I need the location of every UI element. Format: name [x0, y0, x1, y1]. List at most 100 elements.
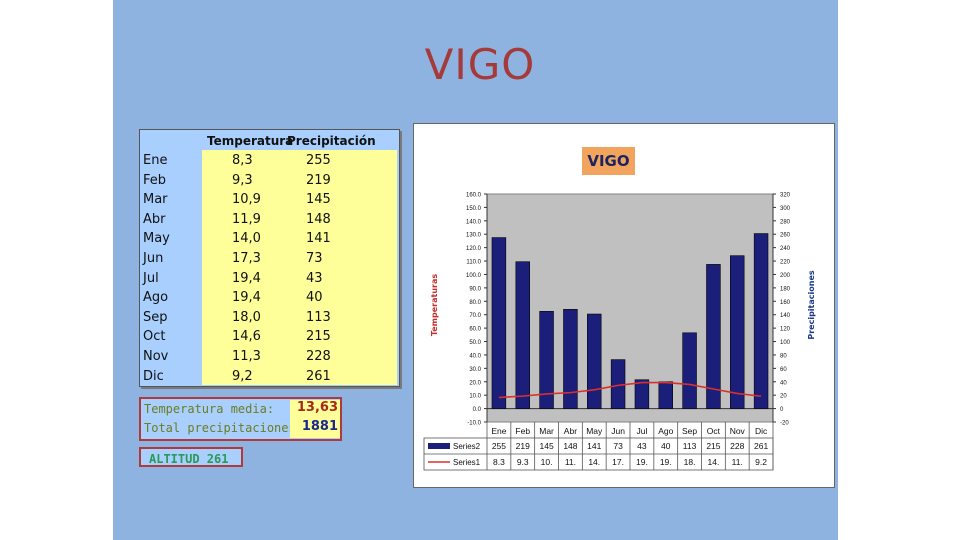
left-tick-label: 120.0	[466, 246, 482, 252]
left-tick-label: 70.0	[469, 313, 481, 319]
total-precip-value: 1881	[290, 419, 340, 438]
table-row: Mar 10,9 145	[140, 191, 397, 211]
x-tick-label: Oct	[707, 426, 721, 436]
table-row: Feb 9,3 219	[140, 172, 397, 192]
data-label-series2: 228	[730, 441, 744, 451]
x-tick-label: Abr	[564, 426, 577, 436]
data-label-series1: 9.2	[755, 457, 767, 467]
month-cell: Ago	[143, 290, 169, 306]
precip-cell: 228	[306, 349, 331, 364]
precip-cell: 261	[306, 368, 331, 384]
left-tick-label: 110.0	[466, 260, 481, 266]
precip-cell: 43	[306, 270, 323, 286]
table-row: Ago 19,4 40	[140, 289, 397, 309]
month-cell: Dic	[143, 368, 164, 384]
left-tick-label: 150.0	[466, 206, 482, 212]
x-tick-label: Ago	[658, 426, 673, 436]
x-tick-label: Ene	[491, 426, 506, 436]
bar	[682, 332, 697, 409]
data-label-series1: 8.3	[493, 457, 505, 467]
x-tick-label: Dic	[755, 426, 768, 436]
temp-cell: 11,3	[232, 349, 261, 364]
right-tick-label: 200	[780, 273, 791, 279]
data-label-series1: 10.	[541, 457, 553, 467]
x-tick-label: Mar	[539, 426, 554, 436]
chart-canvas: 160.0 150.0 140.0 130.0 120.0 110.0 100.0 90.0 8…	[423, 193, 816, 471]
month-cell: Sep	[143, 309, 168, 325]
data-label-series2: 215	[706, 441, 720, 451]
chart-title: VIGO	[582, 147, 635, 175]
right-tick-label: 180	[780, 286, 791, 292]
precip-cell: 141	[306, 231, 331, 247]
right-tick-label: 60	[780, 367, 787, 373]
table-row: Jun 17,3 73	[140, 250, 397, 270]
header-temperatura: Temperatura	[207, 134, 294, 148]
table-row: Dic 9,2 261	[140, 368, 397, 388]
month-cell: Jun	[143, 251, 164, 266]
table-row: Ene 8,3 255	[140, 152, 397, 172]
bar	[753, 233, 769, 409]
x-tick-label: Sep	[682, 426, 697, 436]
temp-cell: 9,3	[232, 172, 253, 188]
precip-cell: 255	[306, 153, 331, 168]
temp-cell: 18,0	[232, 309, 261, 325]
temp-cell: 11,9	[232, 211, 261, 227]
header-precipitacion: Precipitación	[287, 134, 376, 148]
data-label-series2: 43	[637, 441, 647, 451]
bar	[515, 261, 530, 409]
month-cell: Ene	[143, 153, 168, 168]
page-title: VIGO	[424, 40, 536, 89]
right-tick-label: 140	[780, 313, 791, 319]
bar	[706, 264, 721, 409]
left-tick-label: 90.0	[469, 286, 481, 292]
data-label-series1: 11.	[732, 457, 743, 467]
data-label-series1: 19.	[660, 457, 672, 467]
table-row: Abr 11,9 148	[140, 211, 397, 231]
data-label-series2: 73	[613, 441, 623, 451]
bar	[634, 379, 650, 409]
left-tick-label: 0.0	[473, 407, 482, 413]
month-cell: Mar	[143, 192, 168, 208]
data-label-series1: 18.	[684, 457, 696, 467]
temp-cell: 14,0	[232, 231, 261, 247]
bar	[539, 311, 554, 409]
data-label-series2: 148	[563, 441, 577, 451]
precip-cell: 215	[306, 329, 331, 345]
climate-chart: 160.0 150.0 140.0 130.0 120.0 110.0 100.0 90.0 8…	[413, 123, 835, 488]
data-table: Temperatura Precipitación Ene 8,3 255 Feb 9,…	[139, 129, 400, 387]
left-tick-label: 30.0	[469, 367, 481, 373]
left-tick-label: 130.0	[466, 233, 482, 239]
data-label-series2: 145	[539, 441, 553, 451]
legend-label-series1: Series1	[453, 458, 481, 467]
temp-cell: 19,4	[232, 270, 261, 286]
data-label-series2: 40	[661, 441, 671, 451]
data-label-series1: 14.	[708, 457, 720, 467]
data-label-series1: 11.	[565, 457, 576, 467]
right-tick-label: -20	[780, 421, 789, 427]
precip-cell: 113	[306, 309, 331, 325]
left-tick-label: 160.0	[466, 193, 482, 199]
temp-cell: 14,6	[232, 329, 261, 345]
x-tick-label: May	[586, 426, 603, 436]
right-tick-label: 260	[780, 233, 791, 239]
data-label-series1: 9.3	[517, 457, 529, 467]
right-tick-label: 320	[780, 193, 791, 199]
data-label-series2: 255	[492, 441, 506, 451]
left-tick-label: 80.0	[469, 300, 481, 306]
right-tick-label: 20	[780, 394, 787, 400]
bar	[491, 237, 507, 409]
left-tick-label: 10.0	[469, 394, 481, 400]
left-tick-label: 100.0	[466, 273, 482, 279]
data-label-series2: 141	[587, 441, 601, 451]
bar	[563, 309, 578, 409]
month-cell: Abr	[143, 211, 166, 227]
bar	[587, 313, 602, 409]
left-tick-label: -10.0	[467, 421, 481, 427]
right-tick-label: 80	[780, 353, 787, 359]
data-label-series2: 113	[683, 441, 697, 451]
temp-cell: 10,9	[232, 192, 261, 208]
temperature-line	[498, 381, 762, 399]
y-left-label: Temperaturas	[430, 274, 439, 337]
right-tick-label: 100	[780, 340, 791, 346]
month-cell: Nov	[143, 349, 169, 364]
